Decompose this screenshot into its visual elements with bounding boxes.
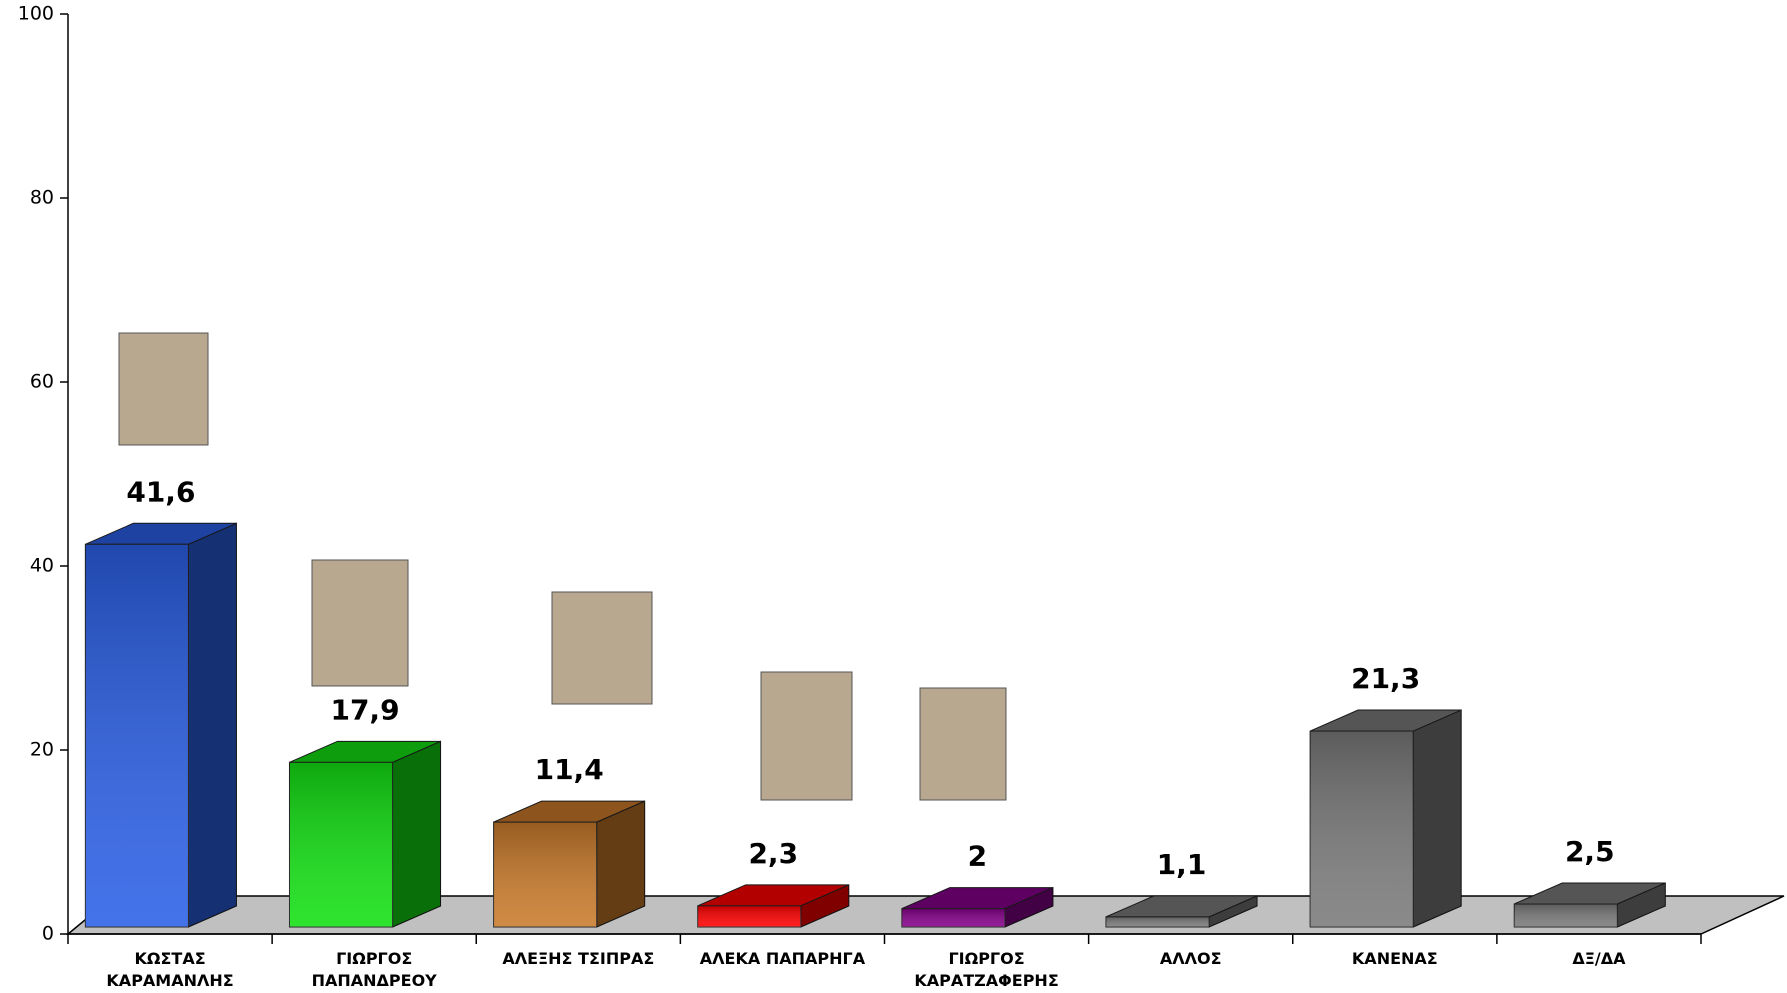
bar	[493, 800, 646, 928]
bar	[1105, 895, 1258, 928]
value-label: 17,9	[330, 693, 399, 726]
bar-side	[187, 522, 237, 928]
bar-shade	[85, 544, 189, 927]
bar-shade	[289, 762, 393, 927]
value-label: 21,3	[1351, 662, 1420, 695]
bar-side	[596, 800, 646, 928]
x-tick-label: ΑΛΕΚΑ ΠΑΠΑΡΗΓΑ	[699, 949, 866, 968]
bar-shade	[901, 908, 1005, 927]
value-label: 41,6	[126, 475, 195, 508]
bar	[1513, 882, 1666, 928]
value-label: 2,3	[748, 837, 798, 870]
bar-shade	[1105, 916, 1210, 927]
bar-side	[1412, 709, 1462, 928]
value-label: 1,1	[1157, 848, 1207, 881]
bar	[901, 886, 1054, 928]
bar-shade	[1514, 904, 1618, 927]
y-tick-label: 60	[30, 371, 54, 393]
bar-shade	[1310, 731, 1414, 927]
bar-shade	[697, 905, 801, 927]
x-tick-label: ΚΑΝΕΝΑΣ	[1351, 949, 1438, 968]
bar	[1309, 709, 1462, 928]
y-tick-label: 100	[18, 3, 54, 25]
bar	[288, 740, 442, 928]
y-tick-label: 20	[30, 739, 54, 761]
y-tick-label: 40	[30, 555, 54, 577]
bar-shade	[493, 822, 597, 927]
value-label: 2	[968, 840, 987, 873]
x-tick-label: ΓΙΩΡΓΟΣ ΠΑΠΑΝΔΡΕΟΥ	[311, 949, 437, 990]
bar-side	[392, 740, 442, 928]
x-tick-label: ΚΩΣΤΑΣ ΚΑΡΑΜΑΝΛΗΣ	[106, 949, 234, 990]
x-tick-label: ΓΙΩΡΓΟΣ ΚΑΡΑΤΖΑΦΕΡΗΣ	[914, 949, 1059, 990]
x-tick-label: ΑΛΛΟΣ	[1159, 949, 1222, 968]
x-tick-label: ΔΞ/ΔΑ	[1572, 949, 1626, 968]
photos	[118, 332, 1007, 801]
y-tick-label: 0	[42, 923, 54, 945]
y-tick-label: 80	[30, 187, 54, 209]
value-label: 2,5	[1565, 835, 1615, 868]
bar	[84, 522, 237, 928]
bar	[697, 884, 850, 928]
value-label: 11,4	[535, 753, 604, 786]
x-tick-label: ΑΛΕΞΗΣ ΤΣΙΠΡΑΣ	[502, 949, 655, 968]
